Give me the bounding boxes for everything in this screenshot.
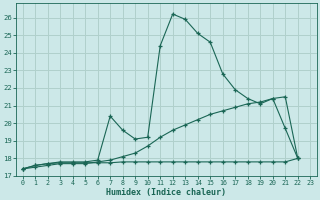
X-axis label: Humidex (Indice chaleur): Humidex (Indice chaleur) bbox=[107, 188, 227, 197]
